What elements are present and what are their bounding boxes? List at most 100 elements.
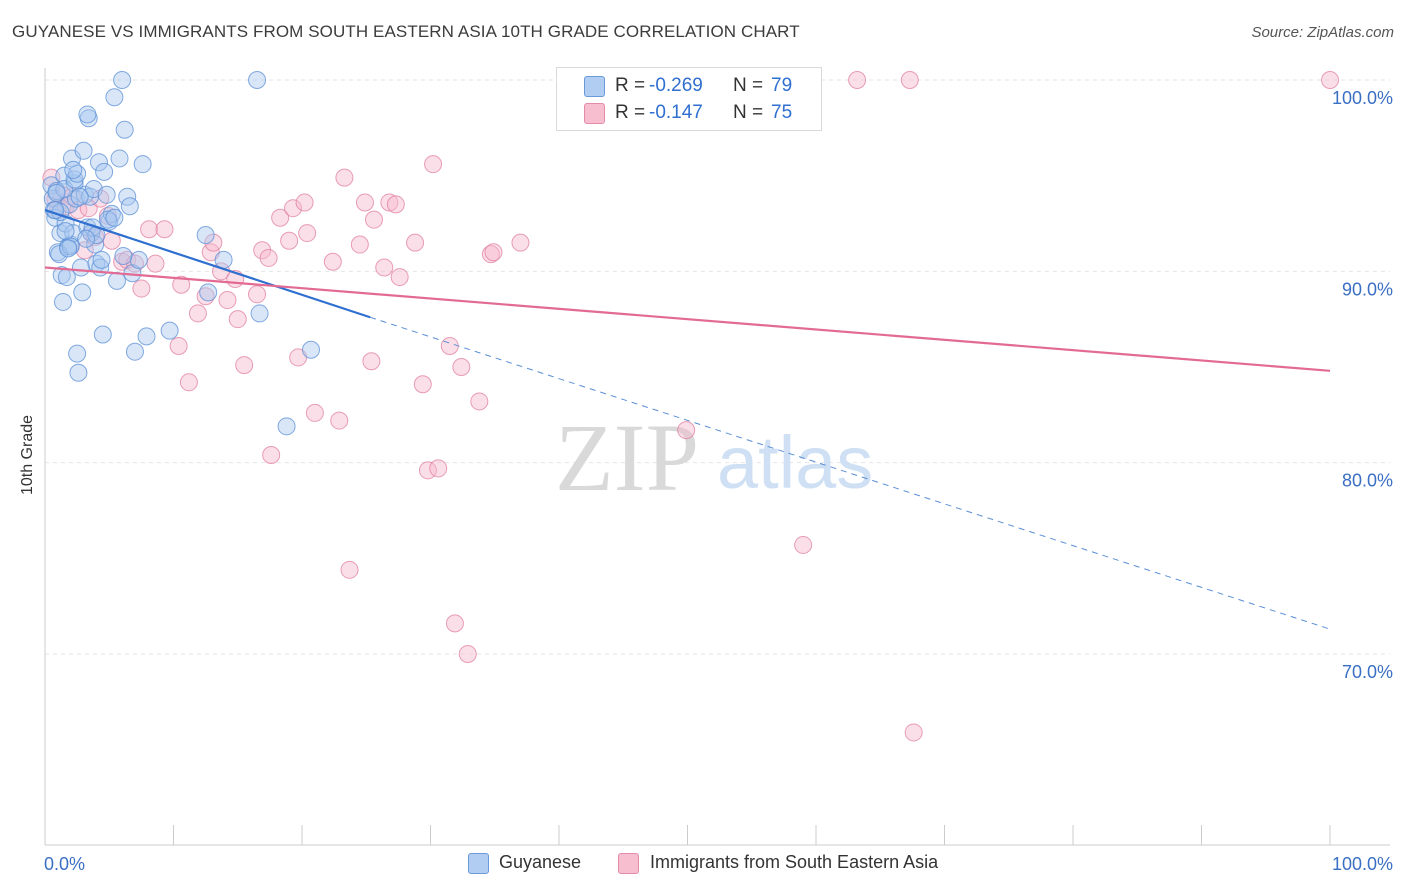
guyanese-point xyxy=(92,250,111,269)
guyanese-point xyxy=(114,247,133,266)
immigrants-point xyxy=(146,254,165,273)
legend: R = -0.269 N = 79 R = -0.147 N = 75 xyxy=(556,67,822,131)
immigrants-point xyxy=(355,193,374,212)
immigrants-point xyxy=(375,258,394,277)
guyanese-point xyxy=(115,120,134,139)
guyanese-point xyxy=(113,71,132,89)
source-label: Source: ZipAtlas.com xyxy=(1251,24,1394,41)
immigrants-point xyxy=(511,233,530,252)
gridlines xyxy=(45,79,1390,655)
immigrants-point xyxy=(677,421,696,440)
guyanese-point xyxy=(120,197,139,216)
immigrants-point xyxy=(445,614,464,633)
guyanese-point xyxy=(248,71,267,89)
guyanese-point xyxy=(71,258,90,277)
legend-n-value: 79 xyxy=(771,75,793,96)
watermark-atlas: atlas xyxy=(717,421,873,504)
guyanese-point xyxy=(129,250,148,269)
trend-lines xyxy=(44,209,1331,630)
guyanese-point xyxy=(133,155,152,174)
guyanese-point xyxy=(95,162,114,181)
immigrants-point xyxy=(794,535,813,554)
immigrants-point xyxy=(262,446,281,465)
immigrants-point xyxy=(280,231,299,250)
guyanese-point xyxy=(97,185,116,204)
x-tick-label: 0.0% xyxy=(44,854,85,874)
guyanese-trend-extension xyxy=(369,316,1331,630)
guyanese-point xyxy=(47,183,66,202)
immigrants-point xyxy=(386,195,405,214)
immigrants-point xyxy=(470,392,489,411)
guyanese-point xyxy=(56,222,75,241)
guyanese-point xyxy=(89,153,108,172)
immigrants-point xyxy=(295,193,314,212)
guyanese-point xyxy=(277,417,296,436)
legend-r-label: R = xyxy=(615,102,646,123)
immigrants-point xyxy=(452,358,471,376)
watermark: ZIP atlas xyxy=(555,404,873,511)
bottom-legend-swatch-immigrants xyxy=(618,853,639,874)
immigrants-point xyxy=(364,210,383,229)
immigrants-point xyxy=(204,233,223,252)
immigrants-point xyxy=(848,71,867,89)
legend-n-value: 75 xyxy=(771,102,793,123)
guyanese-point xyxy=(98,210,117,229)
legend-swatch-immigrants xyxy=(584,103,605,124)
immigrants-point xyxy=(481,245,500,264)
guyanese-point xyxy=(105,88,124,107)
immigrants-point xyxy=(228,310,247,329)
immigrants-point xyxy=(305,403,324,422)
immigrants-point xyxy=(413,375,432,394)
guyanese-point xyxy=(78,105,97,124)
guyanese-point xyxy=(107,271,126,290)
immigrants-trend-line xyxy=(44,266,1331,372)
immigrants-point xyxy=(248,285,267,304)
immigrants-point xyxy=(330,411,349,430)
guyanese-point xyxy=(137,327,156,346)
legend-r-value: -0.269 xyxy=(649,75,703,96)
y-tick-label: 80.0% xyxy=(1342,471,1393,491)
immigrants-point xyxy=(904,723,923,742)
immigrants-point xyxy=(155,220,174,239)
guyanese-point xyxy=(69,363,88,382)
guyanese-point xyxy=(125,342,144,361)
immigrants-point xyxy=(298,224,317,243)
guyanese-point xyxy=(77,229,96,248)
immigrants-point xyxy=(406,233,425,252)
y-tick-label: 100.0% xyxy=(1332,88,1393,108)
immigrants-point xyxy=(362,352,381,371)
guyanese-point xyxy=(64,160,83,179)
guyanese-trend-line xyxy=(44,209,371,319)
guyanese-point xyxy=(68,344,87,363)
immigrants-point xyxy=(429,459,448,478)
immigrants-point xyxy=(179,373,198,392)
immigrants-point xyxy=(1321,71,1339,89)
immigrants-point xyxy=(188,304,207,323)
watermark-zip: ZIP xyxy=(555,404,699,511)
immigrants-point xyxy=(323,252,342,271)
immigrants-point xyxy=(140,220,159,239)
bottom-legend-swatch-guyanese xyxy=(468,853,489,874)
immigrants-point xyxy=(253,241,272,260)
immigrants-point xyxy=(218,291,237,310)
tick-labels: 70.0% 80.0% 90.0% 100.0% 0.0% 100.0% xyxy=(44,88,1393,874)
y-tick-label: 90.0% xyxy=(1342,279,1393,299)
immigrants-point xyxy=(390,268,409,287)
guyanese-point xyxy=(301,340,320,359)
legend-row-immigrants: R = -0.147 N = 75 xyxy=(557,100,821,126)
guyanese-point xyxy=(196,225,215,244)
immigrants-point xyxy=(284,199,303,218)
guyanese-point xyxy=(74,141,93,160)
immigrants-point xyxy=(235,356,254,375)
guyanese-point xyxy=(59,239,78,258)
immigrants-point xyxy=(424,155,443,174)
immigrants-point xyxy=(259,248,278,267)
guyanese-point xyxy=(93,325,112,344)
guyanese-point xyxy=(53,292,72,311)
chart-title: GUYANESE VS IMMIGRANTS FROM SOUTH EASTER… xyxy=(12,22,800,41)
legend-n-label: N = xyxy=(733,102,764,123)
y-tick-label: 70.0% xyxy=(1342,662,1393,682)
guyanese-point xyxy=(73,283,92,302)
immigrants-point xyxy=(900,71,919,89)
